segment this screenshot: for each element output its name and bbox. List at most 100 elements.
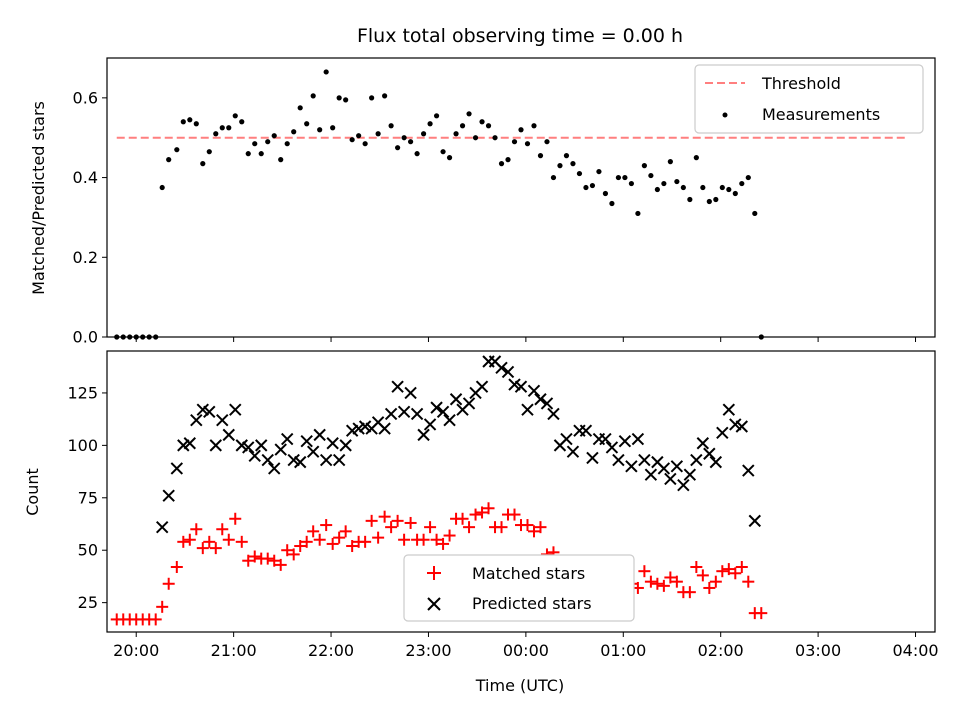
measurement-point xyxy=(739,180,745,187)
measurement-point xyxy=(258,151,264,157)
predicted-star-point xyxy=(300,434,313,448)
measurement-point xyxy=(609,200,615,207)
measurement-point xyxy=(420,131,427,137)
matched-star-point xyxy=(729,567,742,580)
predicted-star-point-b xyxy=(397,405,411,419)
predicted-star-point-b xyxy=(566,445,580,458)
matched-star-point xyxy=(235,535,248,548)
top-legend-box xyxy=(694,64,924,134)
bottom-x-tick-label: 00:00 xyxy=(503,641,549,660)
bottom-x-tick-label: 03:00 xyxy=(795,641,841,660)
predicted-star-point xyxy=(326,437,339,450)
predicted-star-point-b xyxy=(579,424,593,437)
measurement-point xyxy=(648,172,654,179)
matched-star-point xyxy=(651,577,664,590)
predicted-star-point xyxy=(436,405,450,419)
predicted-star-point-b xyxy=(287,453,300,467)
matched-star-point xyxy=(248,550,261,563)
bottom-x-tick-label: 23:00 xyxy=(405,641,451,660)
predicted-star-point xyxy=(391,380,404,393)
measurement-point xyxy=(369,95,375,101)
predicted-star-point-b xyxy=(527,384,541,398)
predicted-star-point xyxy=(319,453,333,467)
matched-star-point xyxy=(476,506,489,519)
measurement-point xyxy=(193,121,199,127)
predicted-star-point-b xyxy=(300,434,313,448)
predicted-star-point-b xyxy=(644,468,658,481)
measurement-point xyxy=(414,151,420,157)
measurement-point xyxy=(252,141,258,147)
matched-star-point xyxy=(359,535,372,548)
bottom-y-tick-label: 25 xyxy=(78,593,98,612)
measurement-point xyxy=(310,93,316,99)
measurement-point xyxy=(187,117,193,123)
predicted-star-point xyxy=(677,479,690,492)
predicted-star-point xyxy=(430,401,443,414)
measurement-point xyxy=(576,170,583,177)
measurement-point xyxy=(524,141,531,147)
predicted-star-point-b xyxy=(216,413,229,427)
predicted-star-point xyxy=(748,514,761,528)
measurement-point xyxy=(563,153,570,159)
measurement-point xyxy=(719,184,725,191)
bottom-axes-frame xyxy=(106,350,936,633)
matched-star-point xyxy=(722,563,735,576)
predicted-star-point xyxy=(443,413,456,427)
measurement-point xyxy=(336,95,342,101)
predicted-star-point-b xyxy=(657,462,671,475)
top-y-axis-label: Matched/Predicted stars xyxy=(29,101,48,295)
figure-title: Flux total observing time = 0.00 h xyxy=(357,25,683,47)
predicted-star-point xyxy=(268,462,281,475)
matched-star-point xyxy=(437,537,450,550)
predicted-star-point-b xyxy=(404,386,417,400)
predicted-star-point-b xyxy=(281,432,294,446)
top-axes-frame xyxy=(106,57,936,338)
matched-star-point xyxy=(287,548,300,561)
top-y-tick-label: 0.6 xyxy=(73,88,98,107)
predicted-star-point-b xyxy=(209,439,222,452)
measurement-point xyxy=(453,131,459,137)
matched-star-point xyxy=(156,600,169,613)
measurement-point xyxy=(446,155,453,161)
matched-star-point xyxy=(482,502,495,515)
predicted-star-point-b xyxy=(670,460,684,473)
predicted-star-point xyxy=(242,441,255,454)
predicted-star-point-b xyxy=(293,455,307,469)
matched-star-point xyxy=(391,514,404,527)
predicted-star-point-b xyxy=(729,418,742,431)
bottom-x-tick-label: 02:00 xyxy=(698,641,744,660)
predicted-star-point-b xyxy=(274,443,287,456)
matched-star-point xyxy=(456,512,469,525)
predicted-star-point xyxy=(313,428,326,442)
predicted-star-point-b xyxy=(612,453,625,467)
measurement-point xyxy=(472,135,479,141)
predicted-star-point-b xyxy=(248,449,261,463)
predicted-star-point xyxy=(190,413,203,427)
predicted-star-point-b xyxy=(605,441,619,454)
matched-star-point xyxy=(222,533,235,546)
predicted-star-point-b xyxy=(261,453,274,467)
predicted-star-point-b xyxy=(651,455,664,469)
measurement-point xyxy=(511,139,518,145)
predicted-star-point-b xyxy=(384,407,398,421)
measurement-point xyxy=(395,145,401,151)
predicted-star-point xyxy=(703,447,716,460)
predicted-star-point-b xyxy=(339,439,352,452)
bottom-panel: 25 50 75 100 125 20:00 21:00 22:00 23:00 00:00 01:… xyxy=(23,350,939,695)
matched-star-point xyxy=(372,531,385,544)
measurement-point xyxy=(226,125,232,131)
predicted-star-point xyxy=(579,424,593,437)
matched-star-point xyxy=(339,525,352,538)
top-plot-area xyxy=(114,69,908,340)
predicted-star-point xyxy=(378,422,391,435)
predicted-star-point xyxy=(540,397,554,410)
predicted-star-point xyxy=(690,453,703,467)
matched-star-point xyxy=(742,575,755,588)
measurement-point xyxy=(628,180,635,187)
bottom-x-tick-label: 21:00 xyxy=(211,641,257,660)
matched-star-point xyxy=(183,533,196,546)
predicted-star-point xyxy=(293,455,307,469)
predicted-star-point-b xyxy=(222,428,235,442)
matched-star-point xyxy=(261,552,274,565)
predicted-star-point xyxy=(384,407,398,421)
